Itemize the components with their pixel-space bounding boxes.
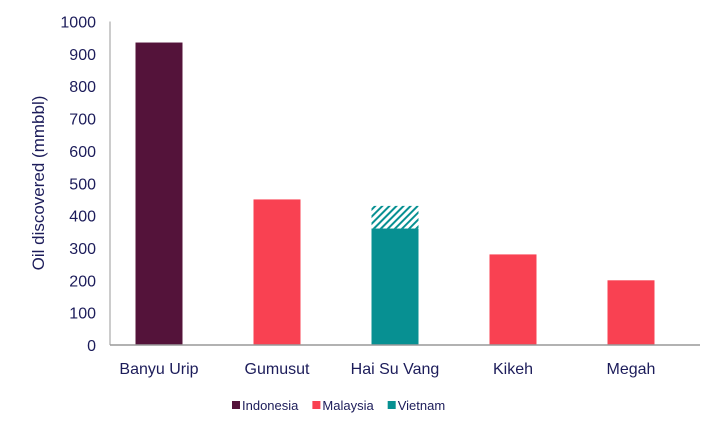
x-tick-label: Kikeh	[493, 361, 533, 378]
y-tick-label: 900	[69, 47, 96, 64]
y-tick-label: 0	[87, 338, 96, 355]
x-tick-label: Banyu Urip	[119, 361, 198, 378]
y-tick-label: 700	[69, 112, 96, 129]
bar-hatched-segment	[371, 205, 419, 229]
y-tick-label: 400	[69, 209, 96, 226]
x-tick-label: Megah	[607, 361, 656, 378]
y-tick-label: 300	[69, 241, 96, 258]
y-tick-label: 100	[69, 306, 96, 323]
bar	[135, 42, 183, 346]
y-tick-label: 500	[69, 176, 96, 193]
legend-label: Vietnam	[398, 398, 445, 413]
legend-swatch	[232, 401, 240, 409]
y-tick-label: 200	[69, 273, 96, 290]
bar	[489, 254, 537, 345]
y-tick-label: 600	[69, 144, 96, 161]
y-axis-label: Oil discovered (mmbbl)	[29, 96, 48, 271]
bar	[607, 280, 655, 345]
legend-swatch	[387, 401, 396, 409]
legend-swatch	[312, 401, 321, 409]
bar	[371, 228, 419, 345]
legend-label: Indonesia	[242, 398, 299, 413]
y-tick-label: 800	[69, 79, 96, 96]
x-tick-label: Hai Su Vang	[351, 361, 440, 378]
legend-label: Malaysia	[322, 398, 374, 413]
y-tick-label: 1000	[60, 15, 96, 32]
x-tick-label: Gumusut	[245, 361, 310, 378]
bar	[253, 199, 301, 345]
